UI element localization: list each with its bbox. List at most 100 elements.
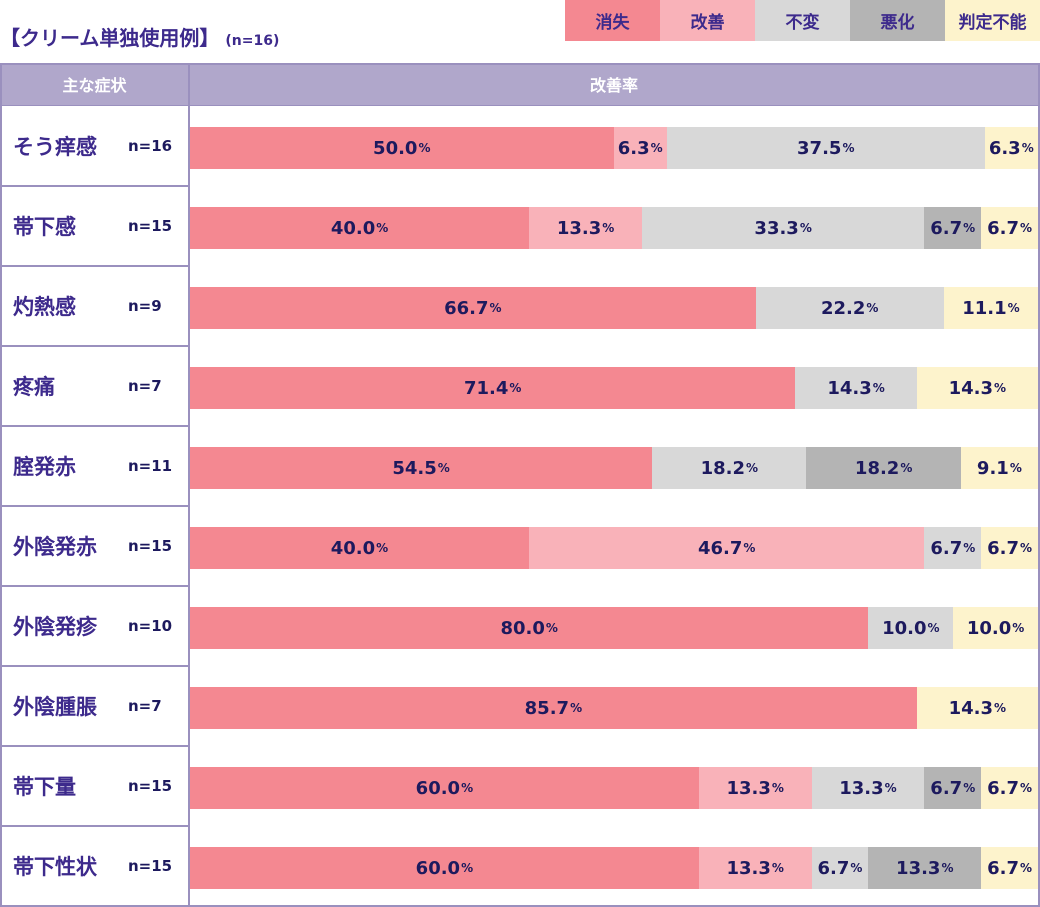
stacked-bar: 80.0% 10.0% 10.0% [190,607,1038,649]
bar-segment-1: 13.3% [698,847,812,889]
row-label: 帯下感 n=15 [0,186,188,266]
bar-segment-4: 6.7% [981,767,1038,809]
row-label: 帯下性状 n=15 [0,826,188,906]
border-left [0,63,2,907]
bar-segment-3: 13.3% [868,847,982,889]
row-label: 外陰発疹 n=10 [0,586,188,666]
stacked-bar: 54.5% 18.2% 18.2% 9.1% [190,447,1038,489]
sample-size: n=15 [128,537,173,555]
chart-title: 【クリーム単独使用例】 (n=16) [0,22,279,51]
legend-item-2: 不変 [755,0,850,41]
header-rule [0,105,1040,106]
stacked-bar: 50.0% 6.3% 37.5% 6.3% [190,127,1038,169]
stacked-bar: 60.0% 13.3% 13.3% 6.7% 6.7% [190,767,1038,809]
chart-title-text: 【クリーム単独使用例】 [0,26,220,50]
bar-segment-2: 13.3% [811,767,925,809]
bar-segment-4: 6.7% [981,527,1038,569]
bar-segment-0: 71.4% [190,367,796,409]
sample-size: n=15 [128,857,173,875]
sample-size: n=15 [128,777,173,795]
symptom-name: 外陰発疹 [13,615,97,639]
sample-size: n=10 [128,617,173,635]
border-bottom [0,905,1040,907]
row-label: 帯下量 n=15 [0,746,188,826]
row-rule-8 [0,745,188,747]
stacked-bar: 40.0% 13.3% 33.3% 6.7% 6.7% [190,207,1038,249]
sample-size: n=15 [128,217,173,235]
bar-segment-3: 6.7% [924,767,982,809]
row-label: 疼痛 n=7 [0,346,188,426]
row-label: 腟発赤 n=11 [0,426,188,506]
bar-segment-4: 14.3% [916,367,1038,409]
row-label: 外陰発赤 n=15 [0,506,188,586]
bar-segment-0: 60.0% [190,847,699,889]
border-top [0,63,1040,65]
bar-segment-2: 22.2% [755,287,944,329]
bar-segment-0: 60.0% [190,767,699,809]
bar-segment-1: 6.3% [613,127,667,169]
bar-segment-2: 14.3% [795,367,917,409]
sample-size: n=16 [128,137,173,155]
legend-item-0: 消失 [565,0,660,41]
row-label: そう痒感 n=16 [0,106,188,186]
bar-segment-4: 6.3% [984,127,1038,169]
symptom-name: 灼熱感 [13,295,76,319]
border-right [1038,63,1040,907]
bar-segment-0: 66.7% [190,287,756,329]
row-rule-3 [0,345,188,347]
row-rule-7 [0,665,188,667]
bar-segment-0: 54.5% [190,447,653,489]
symptom-name: 外陰腫脹 [13,695,97,719]
row-rule-2 [0,265,188,267]
symptom-name: そう痒感 [13,135,97,159]
row-rule-4 [0,425,188,427]
bar-segment-2: 33.3% [641,207,925,249]
stacked-bar: 66.7% 22.2% 11.1% [190,287,1038,329]
sample-size: n=11 [128,457,173,475]
legend: 消失 改善 不変 悪化 判定不能 [565,0,1040,41]
stacked-bar: 71.4% 14.3% 14.3% [190,367,1038,409]
row-rule-1 [0,185,188,187]
symptom-name: 腟発赤 [13,455,76,479]
bar-segment-2: 18.2% [652,447,807,489]
bar-segment-1: 46.7% [528,527,925,569]
sample-size: n=7 [128,697,162,715]
bar-segment-0: 80.0% [190,607,869,649]
row-label: 外陰腫脹 n=7 [0,666,188,746]
bar-segment-0: 40.0% [190,527,529,569]
symptom-name: 帯下感 [13,215,76,239]
row-rule-5 [0,505,188,507]
bar-segment-3: 18.2% [806,447,961,489]
row-label: 灼熱感 n=9 [0,266,188,346]
legend-item-4: 判定不能 [945,0,1040,41]
bar-segment-0: 85.7% [190,687,917,729]
sample-size: n=9 [128,297,162,315]
bar-segment-0: 40.0% [190,207,530,249]
legend-item-3: 悪化 [850,0,945,41]
header-rate: 改善率 [190,63,1038,105]
bar-segment-2: 6.7% [924,527,982,569]
bar-segment-4: 6.7% [981,847,1038,889]
bar-segment-1: 13.3% [529,207,642,249]
symptom-name: 疼痛 [13,375,55,399]
stacked-bar: 85.7% 14.3% [190,687,1038,729]
row-rule-9 [0,825,188,827]
stacked-bar: 60.0% 13.3% 6.7% 13.3% 6.7% [190,847,1038,889]
row-rule-6 [0,585,188,587]
legend-item-1: 改善 [660,0,755,41]
bar-segment-4: 14.3% [916,687,1038,729]
symptom-name: 帯下量 [13,775,76,799]
symptom-name: 帯下性状 [13,855,97,879]
bar-segment-1: 13.3% [698,767,812,809]
chart-table: 主な症状 改善率 そう痒感 n=16 50.0% 6.3% 37.5% 6.3% 帯下感 n=… [0,63,1040,907]
header-symptom: 主な症状 [1,63,188,105]
stacked-bar: 40.0% 46.7% 6.7% 6.7% [190,527,1038,569]
sample-size: n=7 [128,377,162,395]
bar-segment-2: 37.5% [666,127,985,169]
bar-segment-2: 6.7% [811,847,869,889]
divider-vertical [188,63,190,907]
chart-title-n: (n=16) [225,33,280,49]
bar-segment-4: 9.1% [960,447,1038,489]
bar-segment-4: 6.7% [981,207,1038,249]
symptom-name: 外陰発赤 [13,535,97,559]
